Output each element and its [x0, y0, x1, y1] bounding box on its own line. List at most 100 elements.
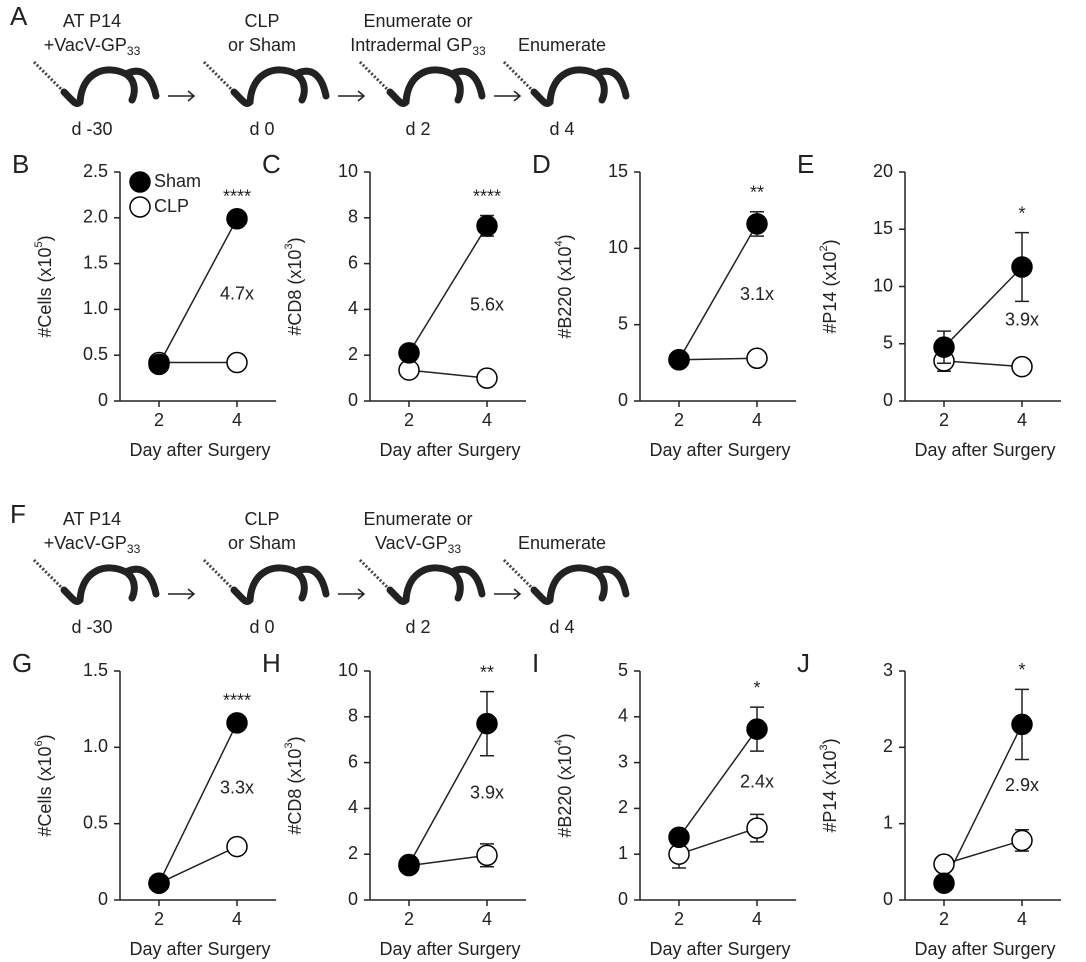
arrow: [338, 589, 364, 599]
arrow: [168, 589, 194, 599]
step-label: Enumerate: [518, 35, 606, 55]
y-tick-label: 0.5: [83, 812, 108, 832]
x-tick-label: 4: [1017, 410, 1027, 430]
y-label-text: #CD8 (x10: [285, 250, 305, 336]
panel-letter: H: [262, 648, 281, 678]
x-axis-label: Day after Surgery: [914, 939, 1055, 959]
day-label: d 0: [249, 617, 274, 637]
series-line: [944, 267, 1022, 347]
series-line: [159, 723, 237, 883]
y-tick-label: 0.5: [83, 344, 108, 364]
y-tick-label: 3: [883, 660, 893, 680]
step-label: CLP: [244, 11, 279, 31]
step-text: Enumerate or: [363, 509, 472, 529]
panel-letter: I: [532, 648, 539, 678]
data-point: [227, 209, 247, 229]
step-label: Enumerate or: [363, 11, 472, 31]
y-tick-label: 0: [883, 390, 893, 410]
step-label: or Sham: [228, 533, 296, 553]
step-text: +VacV-GP: [44, 533, 127, 553]
mouse-icon: [204, 62, 326, 104]
y-label-text: #B220 (x10: [555, 247, 575, 339]
fold-change: 3.9x: [470, 782, 504, 802]
step-label: Enumerate: [518, 533, 606, 553]
mouse-icon: [204, 560, 326, 602]
y-tick-label: 1.5: [83, 252, 108, 272]
y-tick-label: 4: [348, 298, 358, 318]
data-point: [1012, 257, 1032, 277]
panel-letter: A: [10, 1, 28, 31]
y-axis-label: #Cells (x105): [33, 235, 55, 337]
series-line: [679, 828, 757, 854]
y-tick-label: 10: [338, 161, 358, 181]
data-point: [477, 368, 497, 388]
x-tick-label: 4: [482, 410, 492, 430]
x-tick-label: 2: [404, 909, 414, 929]
y-tick-label: 1.5: [83, 660, 108, 680]
data-point: [149, 354, 169, 374]
x-tick-label: 4: [752, 909, 762, 929]
y-tick-label: 2: [348, 344, 358, 364]
step-label: +VacV-GP33: [44, 533, 141, 556]
data-point: [1012, 714, 1032, 734]
x-tick-label: 4: [232, 410, 242, 430]
significance: *: [1018, 203, 1025, 223]
step-label: AT P14: [63, 509, 121, 529]
y-label-text: #Cells (x10: [35, 248, 55, 338]
y-label-close: ): [35, 734, 55, 740]
fold-change: 5.6x: [470, 295, 504, 315]
data-point: [934, 337, 954, 357]
y-tick-label: 4: [348, 797, 358, 817]
mouse-icon: [504, 62, 626, 104]
day-label: d 4: [549, 119, 574, 139]
step-label: AT P14: [63, 11, 121, 31]
y-tick-label: 2.5: [83, 161, 108, 181]
legend-marker: [130, 197, 150, 217]
y-tick-label: 1: [618, 843, 628, 863]
y-axis-label: #CD8 (x103): [283, 237, 305, 335]
data-point: [1012, 830, 1032, 850]
y-tick-label: 6: [348, 751, 358, 771]
series-line: [409, 370, 487, 378]
data-point: [669, 350, 689, 370]
x-axis-label: Day after Surgery: [914, 440, 1055, 460]
step-subscript: 33: [448, 542, 462, 556]
arrow: [338, 91, 364, 101]
mouse-icon: [34, 560, 156, 602]
panel-letter: E: [797, 149, 814, 179]
data-point: [227, 713, 247, 733]
figure: AAT P14+VacV-GP33d -30CLPor Shamd 0Enume…: [0, 0, 1086, 962]
y-tick-label: 15: [608, 161, 628, 181]
step-text: Intradermal GP: [350, 35, 472, 55]
x-tick-label: 4: [232, 909, 242, 929]
series-line: [944, 840, 1022, 864]
panel-letter: F: [10, 499, 26, 529]
step-text: AT P14: [63, 509, 121, 529]
y-axis-label: #P14 (x103): [818, 738, 840, 832]
y-axis-label: #Cells (x106): [33, 734, 55, 836]
data-point: [477, 845, 497, 865]
y-tick-label: 1.0: [83, 736, 108, 756]
y-tick-label: 10: [338, 660, 358, 680]
significance: **: [750, 182, 764, 202]
y-tick-label: 8: [348, 207, 358, 227]
legend-label: Sham: [154, 171, 201, 191]
fold-change: 3.3x: [220, 777, 254, 797]
y-tick-label: 1.0: [83, 298, 108, 318]
step-text: CLP: [244, 11, 279, 31]
x-tick-label: 2: [939, 909, 949, 929]
step-subscript: 33: [472, 44, 486, 58]
day-label: d 4: [549, 617, 574, 637]
y-label-close: ): [555, 234, 575, 240]
step-text: Enumerate: [518, 35, 606, 55]
y-tick-label: 2: [618, 797, 628, 817]
x-tick-label: 4: [482, 909, 492, 929]
series-line: [409, 226, 487, 353]
significance: *: [1018, 660, 1025, 680]
y-axis-label: #B220 (x104): [553, 733, 575, 837]
y-tick-label: 0: [883, 889, 893, 909]
data-point: [747, 719, 767, 739]
y-tick-label: 5: [618, 660, 628, 680]
fold-change: 2.4x: [740, 771, 774, 791]
data-point: [477, 714, 497, 734]
